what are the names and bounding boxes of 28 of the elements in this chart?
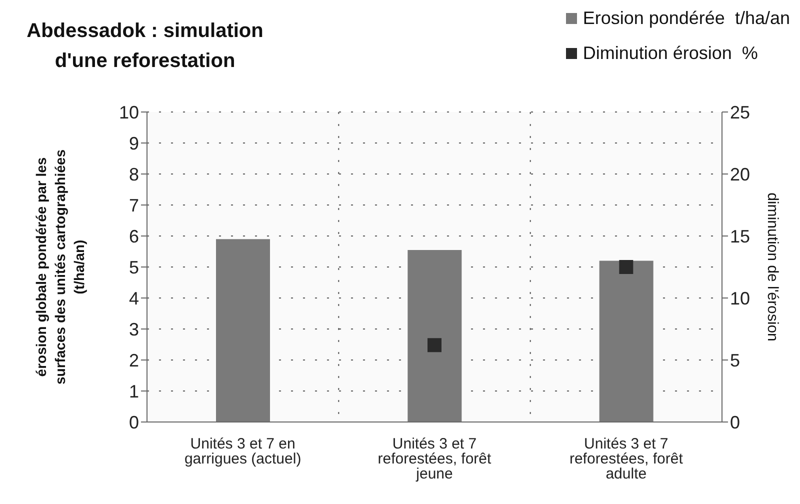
x-tick-label: Unités 3 et 7 reforestées, forêt jeune [378, 436, 492, 483]
y-tick-label: 8 [128, 164, 139, 184]
y2-tick-label: 5 [730, 350, 740, 370]
y-tick-label: 9 [128, 133, 139, 154]
y-tick-label: 2 [128, 350, 139, 370]
y2-tick-label: 10 [730, 288, 750, 308]
y-tick-label: 3 [128, 319, 139, 340]
bar [408, 250, 462, 422]
y-tick-label: 4 [128, 288, 139, 308]
chart-title: Abdessadok : simulation d'une reforestation [26, 19, 264, 74]
y-tick-label: 0 [128, 412, 139, 432]
y2-axis-title: diminution de l'érosion [763, 192, 782, 344]
y-axis-title: érosion globale pondérée par les surfaces des unités cartographiées (t/ha/an) [32, 148, 88, 386]
y2-tick-label: 20 [730, 164, 750, 184]
y2-tick-label: 25 [730, 102, 750, 122]
y-tick-label: 7 [128, 195, 139, 216]
bar [599, 260, 654, 422]
y-tick-label: 10 [118, 102, 139, 122]
y2-tick-label: 15 [730, 226, 750, 246]
y2-tick-label: 0 [730, 412, 740, 432]
legend-label: Diminution érosion % [582, 43, 758, 64]
y-tick-label: 1 [128, 381, 139, 402]
x-tick-label: Unités 3 et 7 en garrigues (actuel) [184, 436, 302, 468]
y-tick-label: 5 [128, 257, 139, 278]
legend-label: Erosion pondérée t/ha/an [582, 8, 790, 29]
bar [216, 239, 270, 422]
y-tick-label: 6 [128, 226, 139, 246]
x-tick-label: Unités 3 et 7 reforestées, forêt adulte [569, 436, 684, 483]
